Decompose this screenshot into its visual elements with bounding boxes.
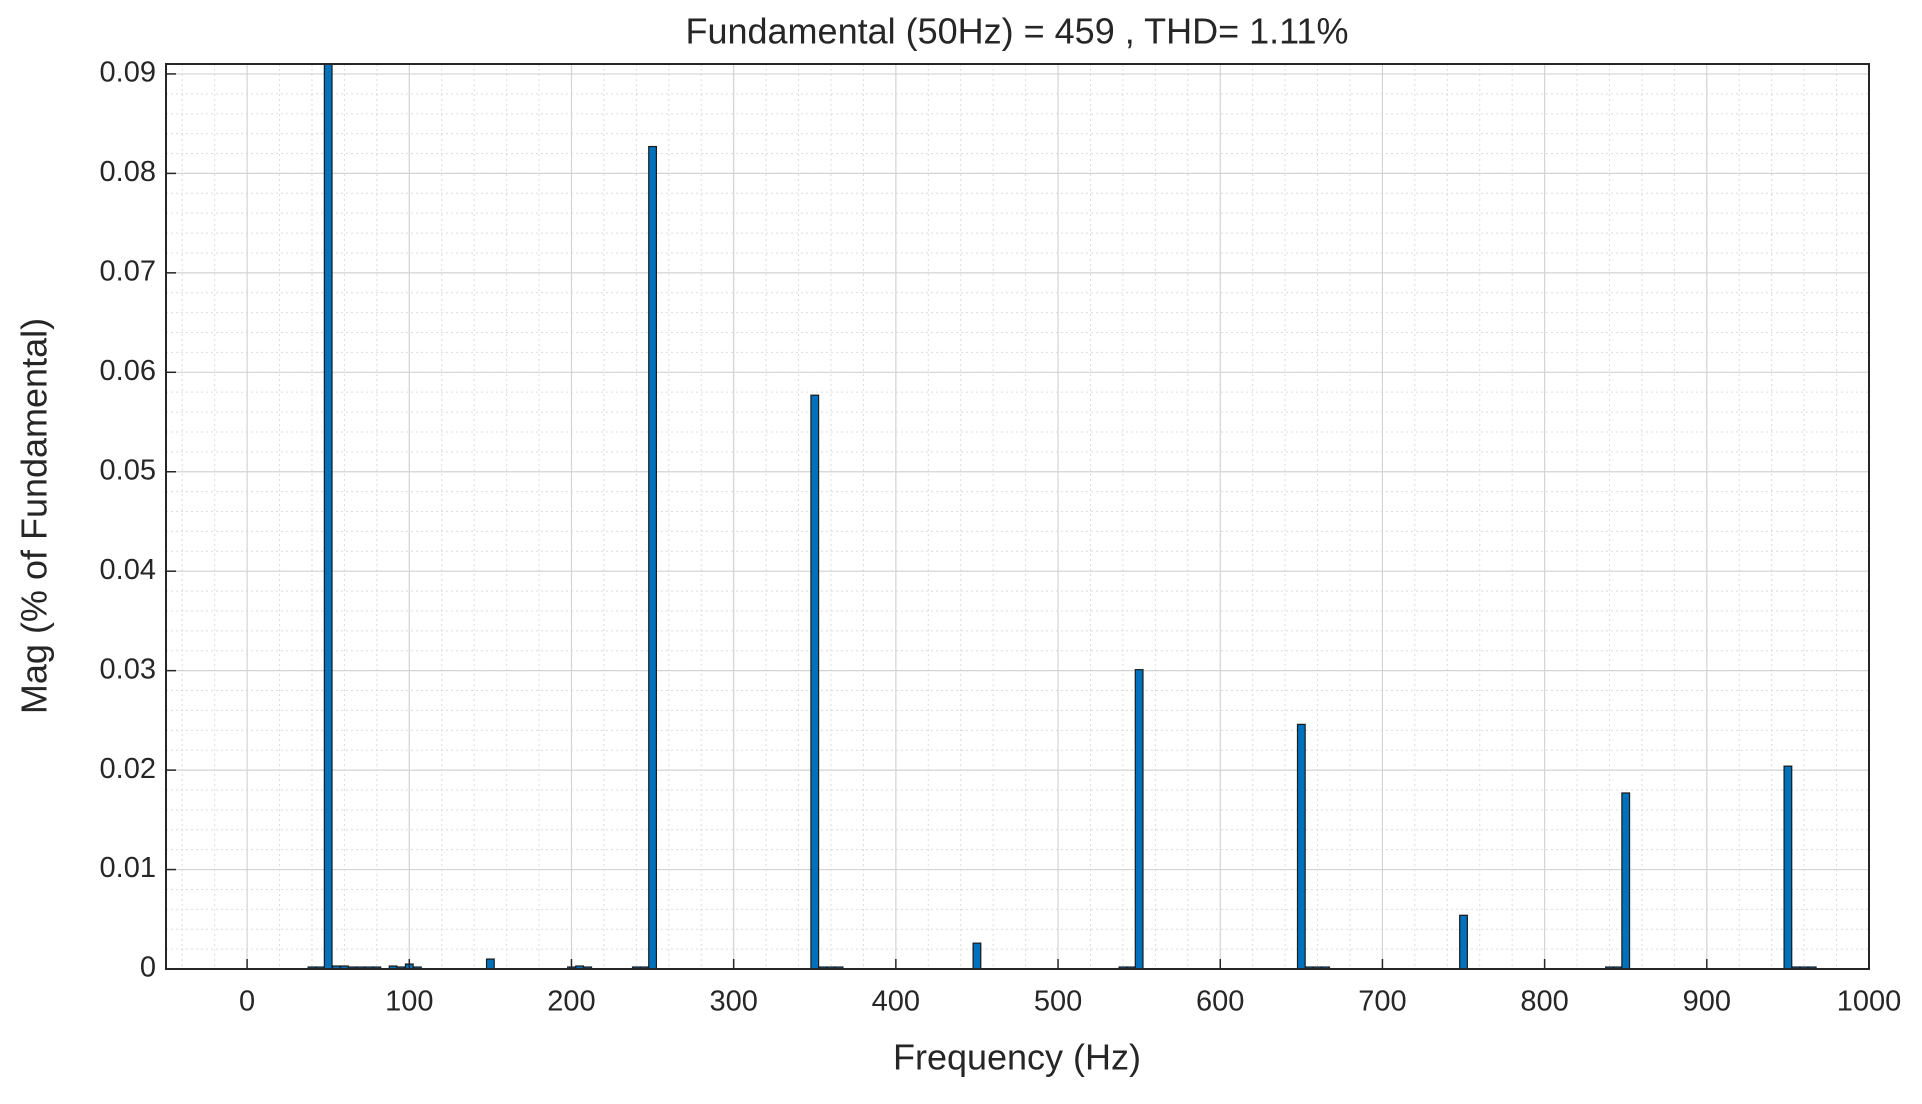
x-tick-label: 0 bbox=[239, 986, 255, 1018]
x-tick-label: 800 bbox=[1520, 986, 1568, 1018]
x-tick-label: 1000 bbox=[1837, 986, 1902, 1018]
bar bbox=[485, 958, 495, 969]
y-tick-label: 0.05 bbox=[100, 454, 156, 486]
y-tick-label: 0.04 bbox=[100, 554, 156, 586]
bar bbox=[1134, 669, 1144, 969]
bar bbox=[1621, 792, 1631, 969]
x-tick-label: 400 bbox=[872, 986, 920, 1018]
bar bbox=[1783, 765, 1793, 969]
y-tick-label: 0.01 bbox=[100, 852, 156, 884]
plot-area bbox=[166, 64, 1869, 969]
x-tick-label: 300 bbox=[709, 986, 757, 1018]
bar bbox=[1296, 723, 1306, 969]
y-tick-label: 0.06 bbox=[100, 355, 156, 387]
chart-title: Fundamental (50Hz) = 459 , THD= 1.11% bbox=[685, 11, 1348, 52]
x-tick-label: 900 bbox=[1683, 986, 1731, 1018]
bar bbox=[810, 394, 820, 969]
y-tick-label: 0.09 bbox=[100, 57, 156, 89]
x-tick-label: 500 bbox=[1034, 986, 1082, 1018]
x-tick-label: 200 bbox=[547, 986, 595, 1018]
x-axis-label: Frequency (Hz) bbox=[893, 1037, 1141, 1078]
x-tick-label: 700 bbox=[1358, 986, 1406, 1018]
y-tick-label: 0 bbox=[140, 952, 156, 984]
bars bbox=[307, 64, 1817, 969]
y-tick-label: 0.02 bbox=[100, 753, 156, 785]
y-tick-label: 0.07 bbox=[100, 256, 156, 288]
bar bbox=[1459, 914, 1468, 969]
x-tick-label: 100 bbox=[385, 986, 433, 1018]
bar bbox=[972, 942, 982, 969]
y-tick-label: 0.08 bbox=[100, 156, 156, 188]
bar bbox=[323, 64, 333, 969]
grid bbox=[166, 64, 1870, 970]
y-axis-label: Mag (% of Fundamental) bbox=[14, 318, 55, 714]
x-tick-label: 600 bbox=[1196, 986, 1244, 1018]
plot-frame bbox=[165, 63, 1870, 970]
bar bbox=[648, 145, 658, 969]
y-tick-label: 0.03 bbox=[100, 653, 156, 685]
